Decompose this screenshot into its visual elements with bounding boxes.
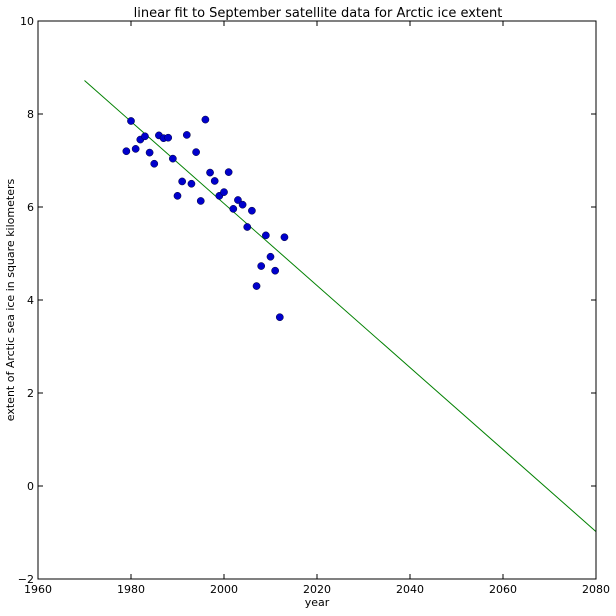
data-point [229, 205, 238, 213]
data-point [150, 159, 159, 168]
data-point [201, 115, 210, 124]
y-tick-label: −2 [18, 573, 34, 586]
data-point [220, 188, 228, 196]
y-axis-label: extent of Arctic sea ice in square kilom… [4, 179, 17, 422]
y-tick-label: 0 [27, 480, 34, 493]
data-point [173, 191, 182, 200]
y-tick-label: 2 [27, 387, 34, 400]
data-point [141, 132, 149, 141]
data-point [262, 231, 270, 240]
data-point [169, 154, 177, 163]
data-point [275, 313, 284, 322]
data-point [243, 223, 252, 231]
chart-title: linear fit to September satellite data f… [134, 6, 503, 21]
data-point [252, 282, 261, 290]
scatter-points-layer [122, 115, 289, 322]
data-point [145, 148, 154, 157]
data-point [248, 206, 256, 215]
fit-line-layer [84, 80, 597, 532]
data-point [192, 148, 200, 156]
data-point [131, 145, 140, 153]
data-point [234, 196, 242, 204]
x-tick-label: 2020 [303, 583, 331, 596]
data-point [280, 233, 289, 242]
data-point [206, 168, 214, 177]
x-tick-label: 2040 [396, 583, 424, 596]
x-tick-label: 2060 [489, 583, 517, 596]
axis-ticks-layer: 1960 1980 2000 2020 2040 2060 2080 −2 0 2 4 6 8 10 [18, 15, 610, 596]
data-point [224, 168, 233, 176]
x-tick-label: 1960 [24, 583, 52, 596]
y-tick-label: 10 [20, 15, 34, 28]
y-tick-label: 4 [27, 294, 34, 307]
data-point [127, 117, 135, 125]
data-point [164, 133, 173, 142]
data-point [187, 179, 196, 188]
x-axis-label: year [305, 596, 330, 609]
data-point [271, 266, 279, 275]
y-tick-label: 6 [27, 201, 34, 214]
x-tick-label: 2080 [582, 583, 610, 596]
plot-frame [37, 20, 597, 580]
data-point [122, 147, 131, 156]
data-point [257, 262, 266, 270]
data-point [238, 200, 247, 209]
data-point [196, 197, 205, 205]
x-tick-label: 2000 [210, 583, 238, 596]
data-point [210, 177, 219, 185]
y-tick-label: 8 [27, 108, 34, 121]
fit-line [84, 80, 597, 532]
data-point [266, 252, 275, 261]
data-point [182, 131, 191, 139]
data-point [178, 177, 186, 186]
x-tick-label: 1980 [117, 583, 145, 596]
